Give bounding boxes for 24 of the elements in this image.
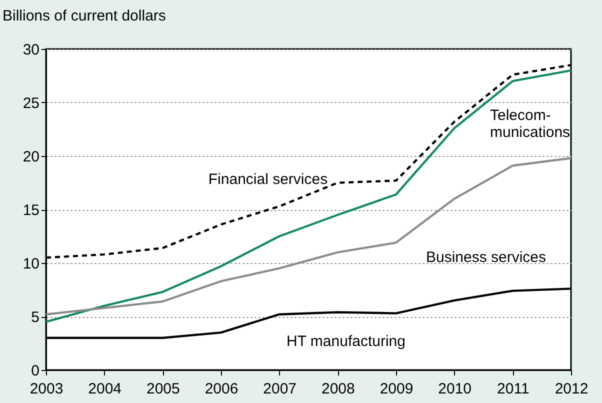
y-tick-label: 15	[22, 202, 40, 219]
y-tick-label: 5	[31, 309, 40, 326]
x-tick-label: 2008	[321, 380, 355, 398]
line-series	[44, 157, 572, 316]
y-tick-label: 30	[22, 42, 40, 58]
y-tick-label: 20	[22, 148, 40, 166]
x-tick-label: 2006	[204, 380, 238, 398]
x-tick-label: 2011	[497, 380, 530, 398]
series-label: Business services	[426, 249, 546, 266]
series-label: Telecom- munications	[490, 107, 570, 141]
x-tick-label: 2009	[380, 380, 414, 398]
x-tick-label: 2005	[146, 380, 180, 398]
x-tick-label: 2010	[438, 380, 472, 398]
line-series	[44, 69, 572, 323]
x-tick-label: 2003	[30, 380, 64, 398]
x-tick-label: 2012	[554, 380, 588, 398]
x-tick-label: 2004	[88, 380, 122, 398]
y-tick-label: 10	[22, 256, 40, 272]
y-tick-label: 25	[22, 95, 40, 112]
x-tick-label: 2007	[263, 380, 297, 398]
y-tick-label: 0	[31, 362, 40, 380]
y-axis-title: Billions of current dollars	[2, 8, 166, 24]
series-label: HT manufacturing	[286, 333, 406, 350]
series-label: Financial services	[208, 171, 328, 188]
